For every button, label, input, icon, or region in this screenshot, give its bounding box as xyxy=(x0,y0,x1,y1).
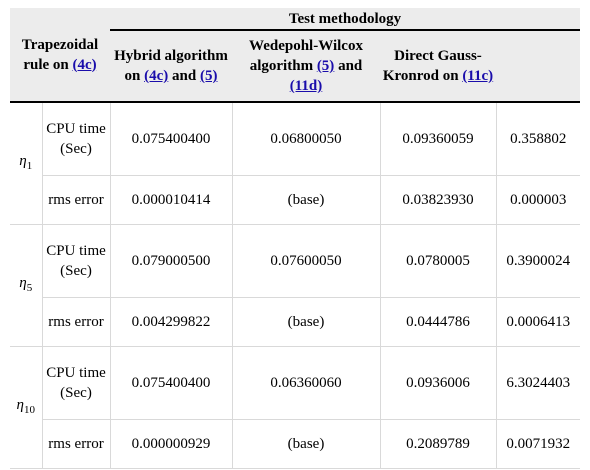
table-row: rms error 0.000000929 (base) 0.2089789 0… xyxy=(10,419,580,469)
table-row: rms error 0.004299822 (base) 0.0444786 0… xyxy=(10,297,580,347)
table-cell: 0.0071932 xyxy=(496,419,580,469)
table-cell: 0.0780005 xyxy=(380,224,497,298)
table-cell: (base) xyxy=(232,297,381,347)
table-cell: 0.000000929 xyxy=(110,419,233,469)
table-cell: 0.06800050 xyxy=(232,102,381,176)
table-cell: (base) xyxy=(232,419,381,469)
ref-link-11d[interactable]: (11d) xyxy=(289,78,323,94)
eta-label: η1 xyxy=(10,102,43,225)
eta-label: η10 xyxy=(10,346,43,469)
metric-label: rms error xyxy=(42,297,111,347)
table-cell: 0.09360059 xyxy=(380,102,497,176)
ref-link-4c[interactable]: (4c) xyxy=(144,68,169,84)
eta-label: η5 xyxy=(10,224,43,347)
ref-link-4c[interactable]: (4c) xyxy=(72,56,97,73)
header-trapezoidal: Trapezoidal rule on (4c) xyxy=(10,8,110,103)
header-wedepohl-wilcox: Wedepohl-Wilcox algorithm (5) and (11d) xyxy=(232,29,380,103)
table-cell: 0.03823930 xyxy=(380,175,497,225)
table-row: η10 CPU time (Sec) 0.075400400 0.0636006… xyxy=(10,346,580,469)
table-row: η5 CPU time (Sec) 0.079000500 0.07600050… xyxy=(10,224,580,347)
table-cell: 0.0006413 xyxy=(496,297,580,347)
table-cell: 0.07600050 xyxy=(232,224,381,298)
table-row: rms error 0.000010414 (base) 0.03823930 … xyxy=(10,175,580,225)
table-cell: 0.000010414 xyxy=(110,175,233,225)
header-hybrid: Hybrid algorithm on (4c) and (5) xyxy=(110,29,232,103)
table-cell: 0.0444786 xyxy=(380,297,497,347)
metric-label: rms error xyxy=(42,419,111,469)
table-cell: 0.2089789 xyxy=(380,419,497,469)
metric-label: rms error xyxy=(42,175,111,225)
metric-label: CPU time (Sec) xyxy=(42,224,111,298)
table-cell: 0.075400400 xyxy=(110,102,233,176)
table-cell: 0.004299822 xyxy=(110,297,233,347)
table-cell: 0.075400400 xyxy=(110,346,233,420)
table-cell: 0.000003 xyxy=(496,175,580,225)
ref-link-5[interactable]: (5) xyxy=(316,58,335,74)
table-cell: 0.079000500 xyxy=(110,224,233,298)
table-row: η1 CPU time (Sec) 0.075400400 0.06800050… xyxy=(10,102,580,225)
table-cell: 0.06360060 xyxy=(232,346,381,420)
table-cell: 0.358802 xyxy=(496,102,580,176)
ref-link-5[interactable]: (5) xyxy=(199,68,218,84)
metric-label: CPU time (Sec) xyxy=(42,102,111,176)
header-gauss-kronrod: Direct Gauss-Kronrod on (11c) xyxy=(380,29,496,103)
table-cell: 6.3024403 xyxy=(496,346,580,420)
metric-label: CPU time (Sec) xyxy=(42,346,111,420)
table-cell: (base) xyxy=(232,175,381,225)
table-cell: 0.0936006 xyxy=(380,346,497,420)
header-extra xyxy=(496,29,580,103)
header-test-methodology: Test methodology xyxy=(110,8,580,30)
ref-link-11c[interactable]: (11c) xyxy=(462,68,494,84)
results-table: Trapezoidal rule on (4c) Test methodolog… xyxy=(10,8,580,469)
table-cell: 0.3900024 xyxy=(496,224,580,298)
